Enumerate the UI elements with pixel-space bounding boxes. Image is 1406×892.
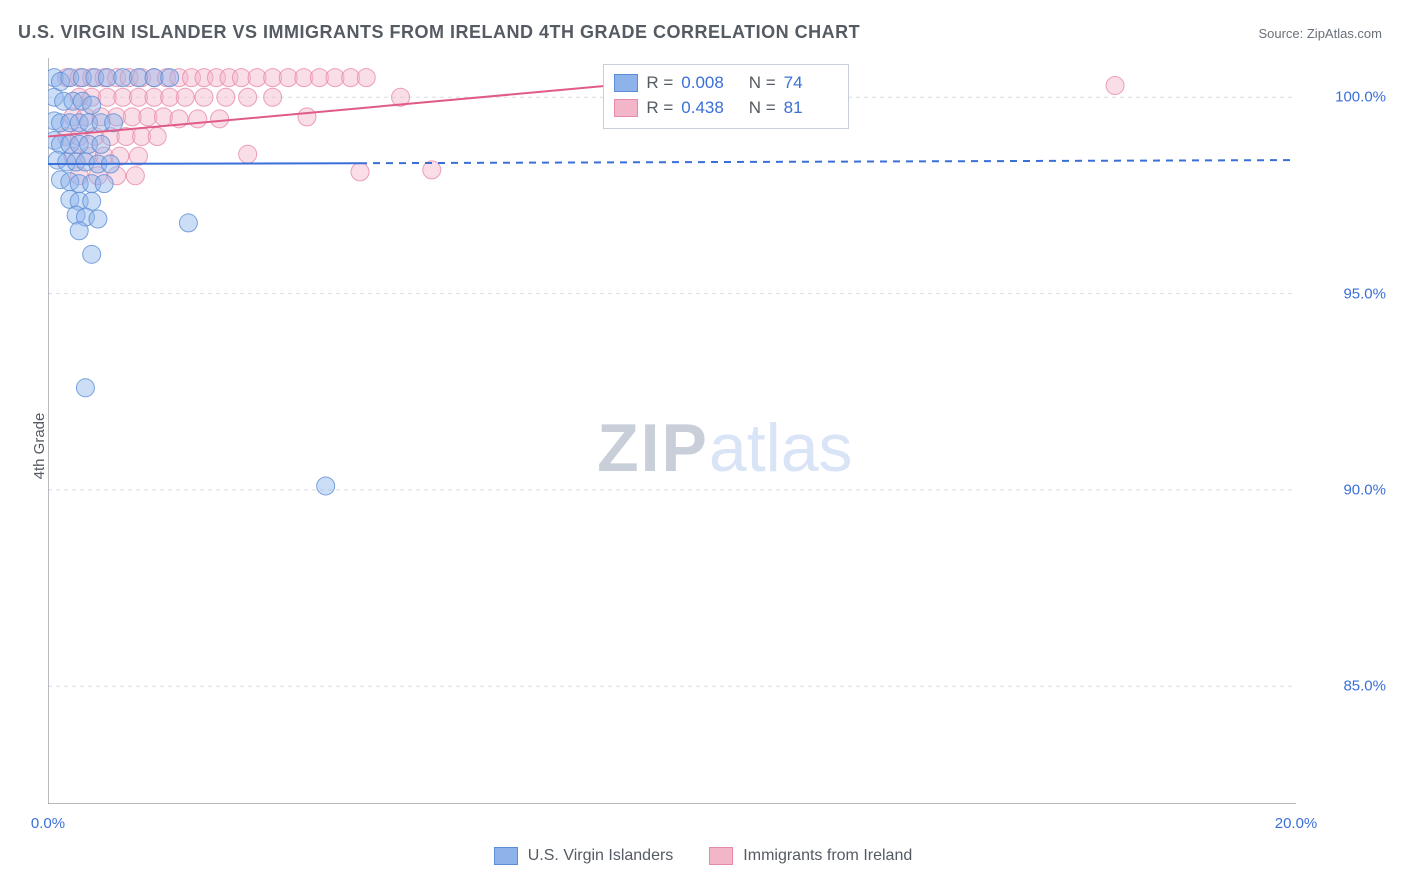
stat-N-label: N =: [739, 71, 775, 96]
legend-swatch: [494, 847, 518, 865]
stat-R-label: R =: [646, 96, 673, 121]
scatter-chart-svg: [48, 58, 1296, 804]
stat-N-value: 81: [784, 96, 834, 121]
stat-R-value: 0.008: [681, 71, 731, 96]
stats-row: R = 0.438 N = 81: [614, 96, 833, 121]
source-link[interactable]: ZipAtlas.com: [1307, 26, 1382, 41]
y-tick-label: 90.0%: [1343, 481, 1386, 498]
chart-title: U.S. VIRGIN ISLANDER VS IMMIGRANTS FROM …: [18, 22, 860, 43]
source-attribution: Source: ZipAtlas.com: [1258, 26, 1382, 41]
correlation-stats-box: R = 0.008 N = 74R = 0.438 N = 81: [603, 64, 848, 129]
stat-R-label: R =: [646, 71, 673, 96]
stats-row: R = 0.008 N = 74: [614, 71, 833, 96]
x-tick-label: 20.0%: [1275, 815, 1318, 832]
legend-swatch: [709, 847, 733, 865]
stat-N-label: N =: [739, 96, 775, 121]
chart-area: ZIPatlas R = 0.008 N = 74R = 0.438 N = 8…: [48, 58, 1296, 804]
stat-R-value: 0.438: [681, 96, 731, 121]
chart-legend: U.S. Virgin Islanders Immigrants from Ire…: [0, 847, 1406, 870]
y-tick-label: 85.0%: [1343, 678, 1386, 695]
legend-label: U.S. Virgin Islanders: [528, 847, 674, 865]
stats-swatch: [614, 99, 638, 117]
legend-label: Immigrants from Ireland: [743, 847, 912, 865]
y-axis-label: 4th Grade: [31, 413, 48, 480]
legend-item: U.S. Virgin Islanders: [494, 847, 674, 865]
source-prefix: Source:: [1258, 26, 1306, 41]
y-tick-label: 95.0%: [1343, 285, 1386, 302]
stat-N-value: 74: [784, 71, 834, 96]
y-tick-label: 100.0%: [1335, 89, 1386, 106]
legend-item: Immigrants from Ireland: [709, 847, 912, 865]
stats-swatch: [614, 74, 638, 92]
x-tick-label: 0.0%: [31, 815, 65, 832]
